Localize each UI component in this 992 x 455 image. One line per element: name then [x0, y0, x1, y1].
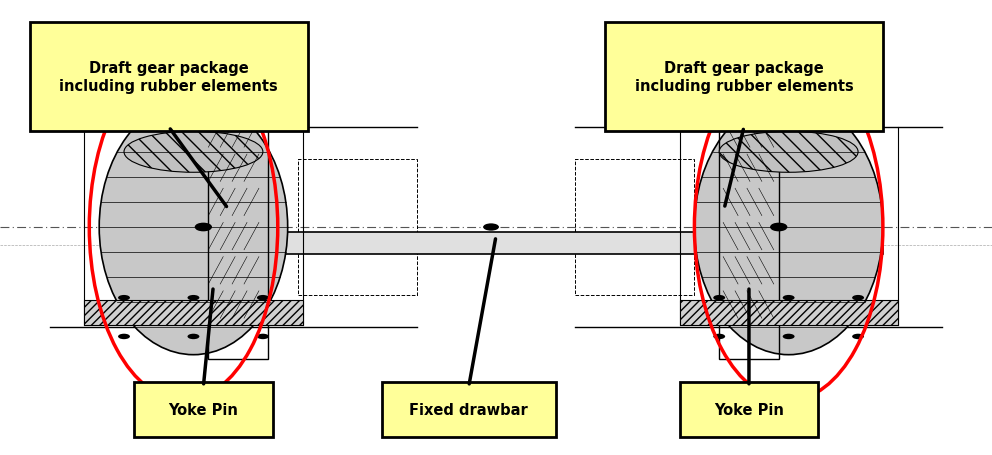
Ellipse shape [99, 100, 288, 355]
Ellipse shape [694, 100, 883, 355]
FancyBboxPatch shape [680, 382, 818, 437]
Bar [719, 96, 779, 359]
Circle shape [852, 334, 864, 339]
FancyBboxPatch shape [605, 23, 883, 132]
Circle shape [713, 295, 725, 301]
Bar [575, 159, 694, 296]
Circle shape [783, 295, 795, 301]
FancyBboxPatch shape [134, 382, 273, 437]
Circle shape [483, 224, 499, 231]
Circle shape [118, 295, 130, 301]
Circle shape [187, 334, 199, 339]
Circle shape [783, 334, 795, 339]
Text: Yoke Pin: Yoke Pin [169, 402, 238, 417]
Circle shape [713, 334, 725, 339]
Circle shape [195, 224, 211, 231]
FancyBboxPatch shape [30, 23, 308, 132]
Circle shape [257, 334, 269, 339]
Ellipse shape [124, 132, 263, 173]
Bar [298, 159, 417, 296]
Bar [109, 232, 883, 255]
Circle shape [187, 295, 199, 301]
Bar [680, 300, 898, 325]
Circle shape [852, 295, 864, 301]
Bar [84, 300, 303, 325]
Circle shape [771, 224, 787, 231]
FancyBboxPatch shape [382, 382, 556, 437]
Text: Draft gear package
including rubber elements: Draft gear package including rubber elem… [635, 61, 853, 94]
Circle shape [118, 334, 130, 339]
Text: Draft gear package
including rubber elements: Draft gear package including rubber elem… [60, 61, 278, 94]
Circle shape [257, 295, 269, 301]
Text: Yoke Pin: Yoke Pin [714, 402, 784, 417]
Ellipse shape [719, 132, 858, 173]
Text: Fixed drawbar: Fixed drawbar [410, 402, 528, 417]
Bar [208, 96, 268, 359]
